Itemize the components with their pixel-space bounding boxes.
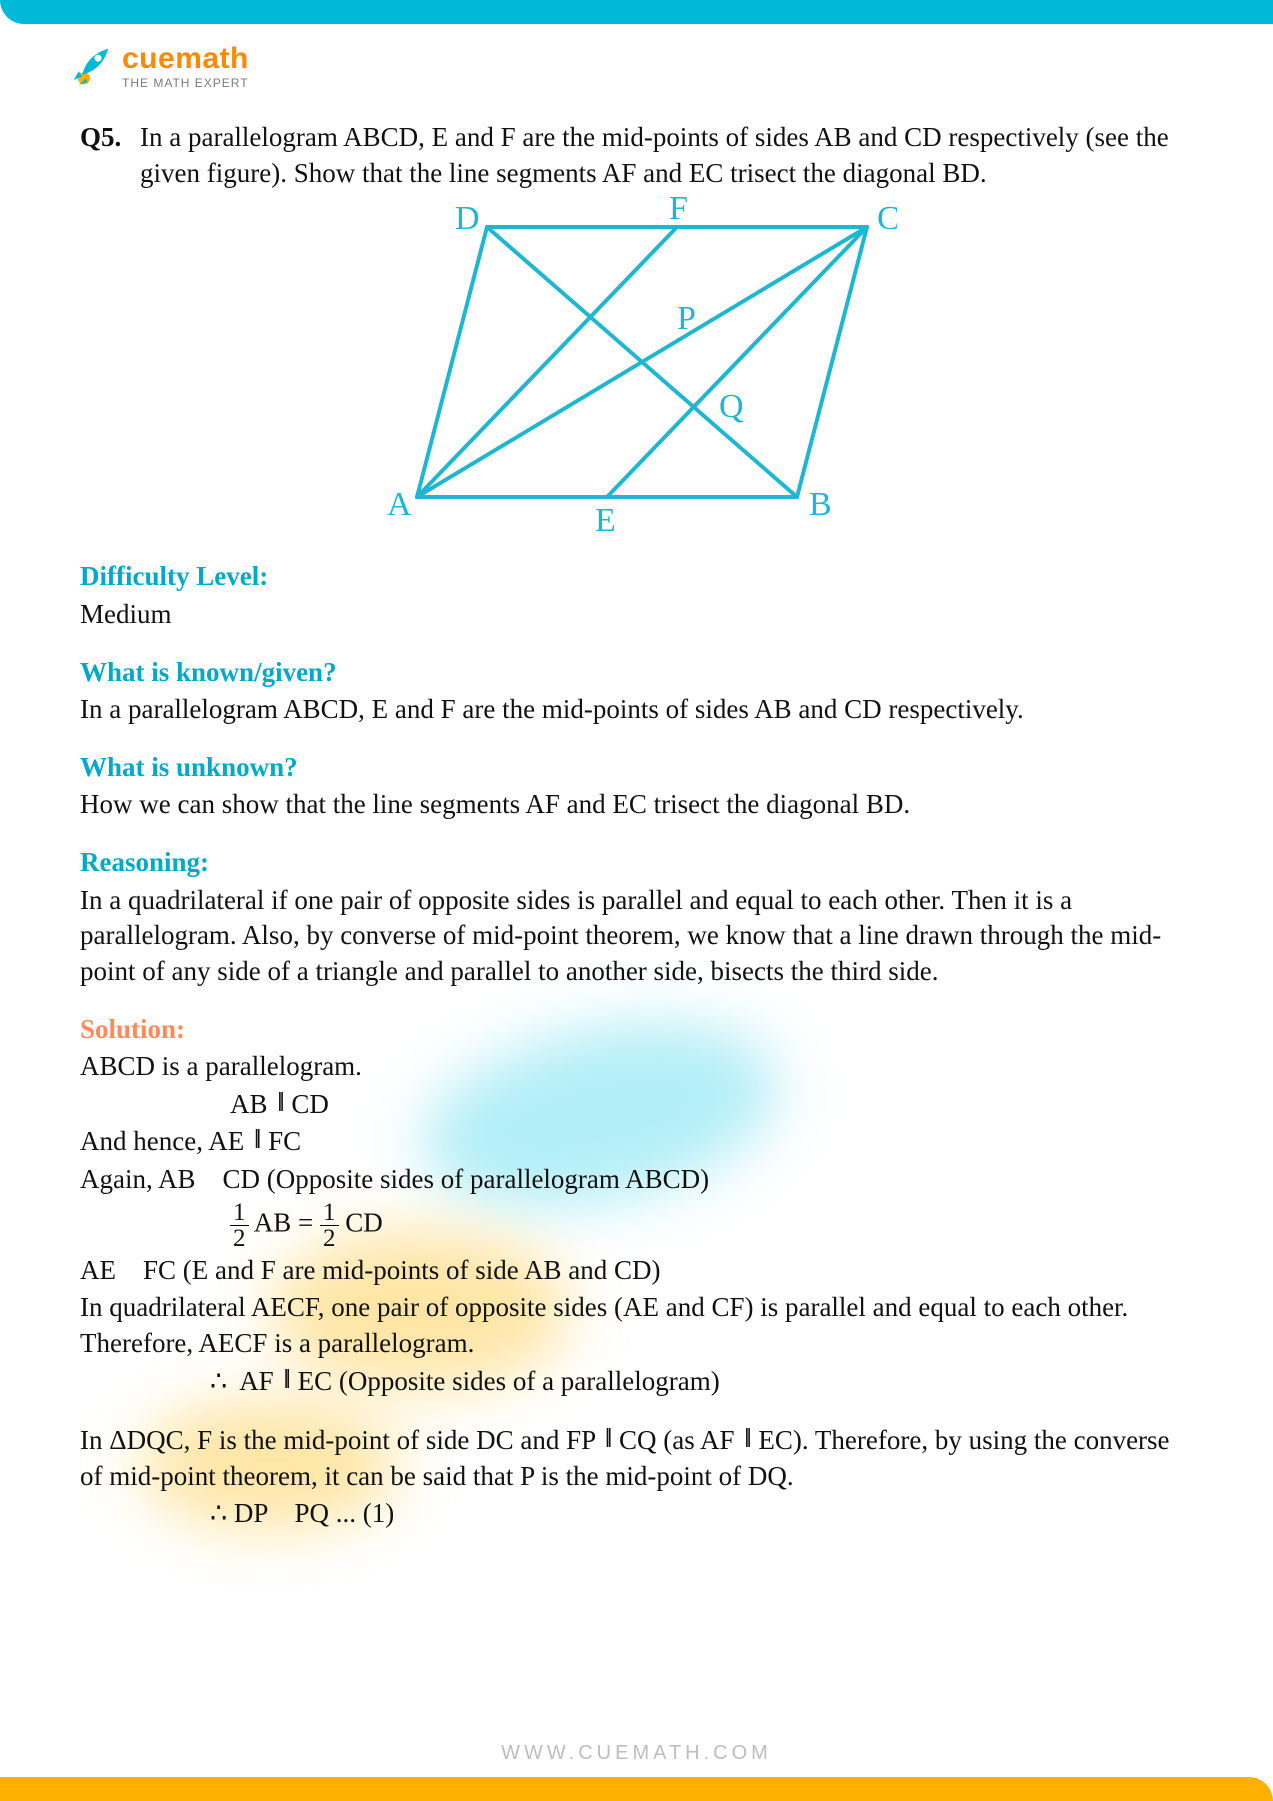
equals-symbol: = [298,1207,320,1237]
svg-text:P: P [677,300,696,337]
svg-text:E: E [595,502,616,537]
brand-logo: cuemath THE MATH EXPERT [70,42,249,90]
solution-heading: Solution: [80,1012,1193,1048]
difficulty-value: Medium [80,597,1193,633]
math-text: In ΔDQC, F is the mid-point of side DC a… [80,1425,595,1455]
solution-line: In ΔDQC, F is the mid-point of side DC a… [80,1423,1193,1494]
solution-line: Again, AB CD (Opposite sides of parallel… [80,1162,1193,1198]
math-text: AB [230,1089,268,1119]
svg-text:B: B [809,486,832,523]
svg-text:A: A [387,486,412,523]
parallel-symbol: || [274,1088,284,1114]
question-block: Q5. In a parallelogram ABCD, E and F are… [80,120,1193,191]
parallelogram-figure: A B C D E F P Q [377,197,897,537]
math-text: FC [268,1126,301,1156]
bottom-accent-bar [0,1777,1273,1801]
math-text: EC (Opposite sides of a parallelogram) [298,1366,720,1396]
solution-line: AE FC (E and F are mid-points of side AB… [80,1253,1193,1289]
unknown-heading: What is unknown? [80,750,1193,786]
unknown-body: How we can show that the line segments A… [80,787,1193,823]
math-text: And hence, AE [80,1126,244,1156]
parallel-symbol: || [280,1365,290,1391]
solution-equation: 12 AB = 12 CD [80,1200,1193,1251]
solution-line: ABCD is a parallelogram. [80,1049,1193,1085]
solution-line: In quadrilateral AECF, one pair of oppos… [80,1290,1193,1361]
fraction-numerator: 1 [320,1200,339,1226]
fraction-denominator: 2 [230,1226,249,1251]
math-text: CD [345,1207,383,1237]
reasoning-heading: Reasoning: [80,845,1193,881]
svg-text:Q: Q [719,388,744,425]
parallel-symbol: || [602,1424,612,1450]
top-accent-bar [0,0,1273,24]
math-text: CD [291,1089,329,1119]
solution-line: And hence, AE || FC [80,1124,1193,1160]
fraction-denominator: 2 [320,1226,339,1251]
math-text: CQ (as AF [619,1425,735,1455]
math-text: AB [254,1207,292,1237]
reasoning-body: In a quadrilateral if one pair of opposi… [80,883,1193,990]
parallel-symbol: || [741,1424,751,1450]
math-text: ∴ AF [210,1366,274,1396]
solution-line: ∴ AF || EC (Opposite sides of a parallel… [80,1364,1193,1400]
figure-container: A B C D E F P Q [80,197,1193,537]
solution-line: ∴ DP PQ ... (1) [80,1496,1193,1532]
svg-text:C: C [877,200,897,237]
svg-text:D: D [455,200,480,237]
brand-name: cuemath [122,42,249,76]
svg-text:F: F [669,197,688,227]
brand-tagline: THE MATH EXPERT [122,76,249,90]
question-label: Q5. [80,120,132,191]
footer-url: WWW.CUEMATH.COM [0,1742,1273,1765]
question-text: In a parallelogram ABCD, E and F are the… [140,120,1193,191]
known-body: In a parallelogram ABCD, E and F are the… [80,692,1193,728]
document-content: Q5. In a parallelogram ABCD, E and F are… [80,120,1193,1532]
rocket-icon [70,45,112,87]
fraction-numerator: 1 [230,1200,249,1226]
parallel-symbol: || [251,1125,261,1151]
solution-line: AB || CD [80,1087,1193,1123]
known-heading: What is known/given? [80,655,1193,691]
difficulty-heading: Difficulty Level: [80,559,1193,595]
